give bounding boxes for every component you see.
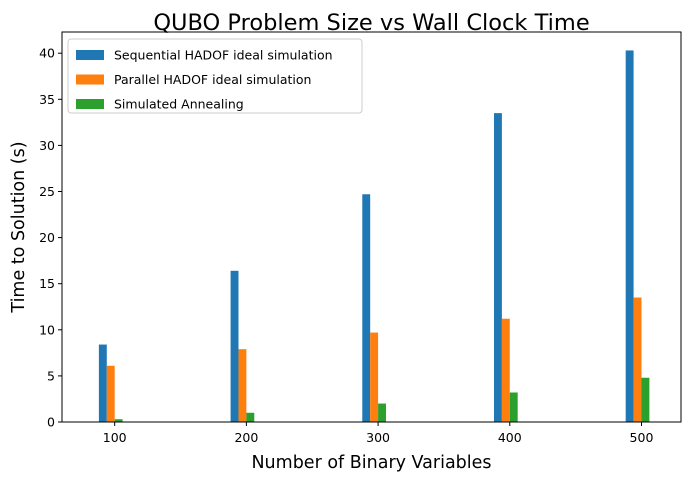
- bar-series-3-300: [378, 403, 386, 422]
- y-tick-label: 20: [39, 230, 55, 245]
- x-axis-label: Number of Binary Variables: [251, 453, 491, 473]
- bar-series-1-200: [230, 270, 239, 422]
- x-tick-label: 100: [103, 430, 127, 445]
- bar-series-1-400: [493, 113, 502, 422]
- x-axis: 100 200 300 400 500: [103, 422, 654, 445]
- plot-frame: [61, 31, 682, 423]
- bar-series-2-100: [106, 365, 115, 422]
- bar-series-3-100: [114, 419, 123, 422]
- bar-series-1-300: [362, 194, 371, 422]
- bar-series-2-500: [633, 297, 642, 422]
- legend-label: Parallel HADOF ideal simulation: [114, 72, 311, 87]
- x-tick-label: 400: [498, 430, 522, 445]
- y-tick-label: 0: [47, 415, 55, 430]
- y-axis-label: Time to Solution (s): [9, 141, 29, 313]
- y-tick-label: 30: [39, 138, 55, 153]
- plot-area: [98, 50, 650, 422]
- y-tick-label: 5: [47, 368, 55, 383]
- legend-label: Sequential HADOF ideal simulation: [114, 48, 333, 63]
- bar-series-3-200: [246, 412, 255, 422]
- bar-series-1-500: [625, 50, 634, 422]
- y-tick-label: 10: [39, 322, 55, 337]
- y-tick-label: 35: [39, 92, 55, 107]
- y-tick-label: 40: [39, 46, 55, 61]
- legend-swatch: [76, 99, 104, 109]
- legend-label: Simulated Annealing: [114, 97, 244, 112]
- legend-box: [67, 38, 363, 114]
- legend-swatch: [76, 74, 104, 85]
- y-tick-label: 25: [39, 184, 55, 199]
- bar-series-3-500: [641, 377, 650, 422]
- x-tick-label: 500: [630, 430, 654, 445]
- bar-series-2-300: [370, 332, 379, 422]
- y-tick-label: 15: [39, 276, 55, 291]
- bar-series-1-100: [98, 344, 107, 422]
- legend-swatch: [76, 50, 104, 60]
- bar-series-2-200: [238, 349, 247, 422]
- legend: Sequential HADOF ideal simulation Paralle…: [67, 38, 363, 114]
- y-axis: 0 5 10 15 20 25 30 35 40: [39, 46, 62, 430]
- bar-series-2-400: [501, 318, 510, 422]
- bar-series-3-400: [509, 392, 518, 422]
- x-tick-label: 300: [366, 430, 390, 445]
- x-tick-label: 200: [234, 430, 258, 445]
